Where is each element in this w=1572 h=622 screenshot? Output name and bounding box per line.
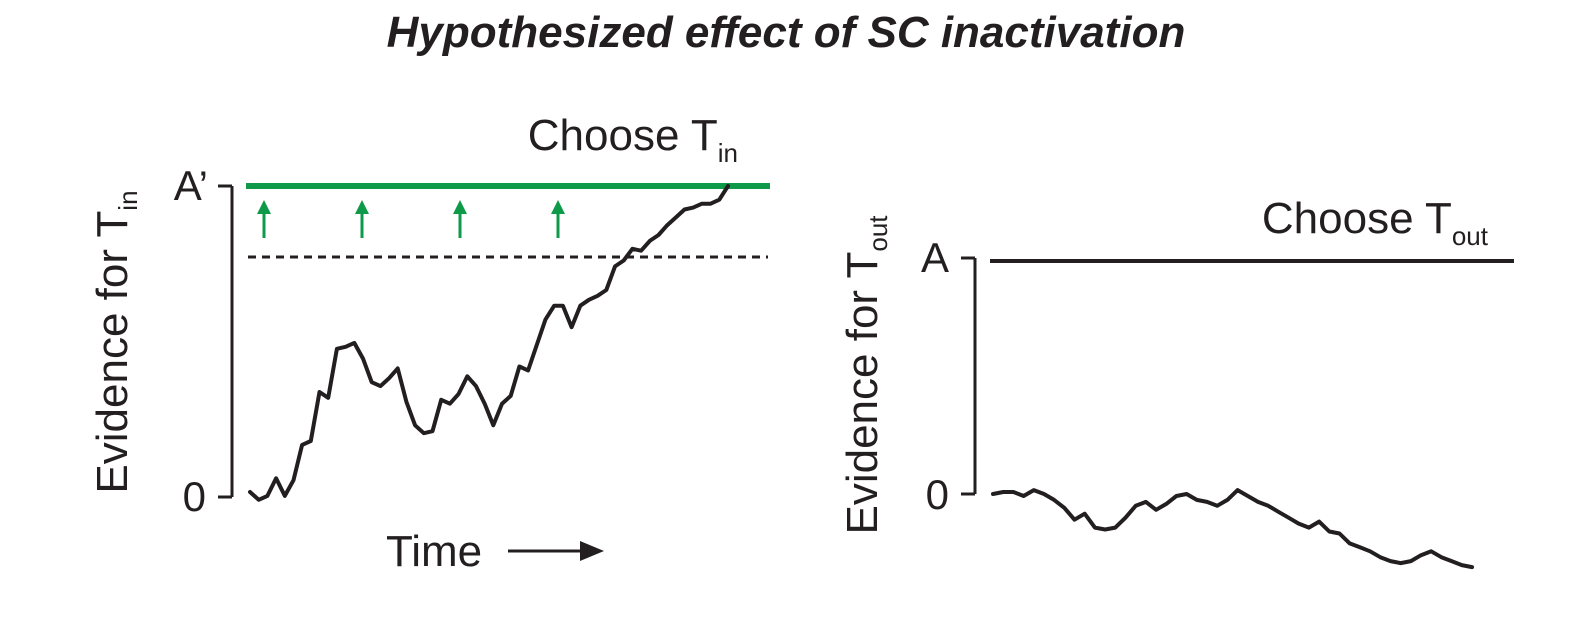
right-panel: Evidence for Tout A 0 Choose Tout bbox=[838, 194, 1514, 570]
right-y-axis-label-sub: out bbox=[863, 215, 893, 252]
left-bound-label-main: Choose T bbox=[528, 111, 718, 160]
left-tick-top-label: A’ bbox=[174, 162, 208, 209]
left-bound-label-sub: in bbox=[718, 138, 738, 168]
right-y-axis-label: Evidence for Tout bbox=[838, 215, 893, 535]
right-tick-top-label: A bbox=[921, 234, 949, 281]
left-tick-zero-label: 0 bbox=[183, 473, 206, 520]
right-bound-label-main: Choose T bbox=[1262, 194, 1452, 243]
figure-title: Hypothesized effect of SC inactivation bbox=[386, 8, 1186, 57]
left-bound-label: Choose Tin bbox=[528, 111, 738, 168]
bound-shift-arrows bbox=[257, 200, 565, 238]
right-tick-zero-label: 0 bbox=[926, 471, 949, 518]
right-y-axis-label-main: Evidence for T bbox=[838, 252, 887, 535]
right-evidence-trace bbox=[991, 488, 1474, 570]
left-evidence-trace bbox=[248, 184, 730, 502]
right-bound-label: Choose Tout bbox=[1262, 194, 1489, 251]
up-arrow-icon bbox=[453, 200, 467, 238]
left-y-axis-label-sub: in bbox=[113, 190, 143, 210]
left-y-axis-label-main: Evidence for T bbox=[88, 211, 137, 494]
x-axis-label-time: Time bbox=[386, 527, 482, 576]
up-arrow-icon bbox=[551, 200, 565, 238]
up-arrow-icon bbox=[257, 200, 271, 238]
left-panel: Evidence for Tin A’ 0 Choose Tin Time bbox=[88, 111, 770, 576]
up-arrow-icon bbox=[355, 200, 369, 238]
left-y-axis-label: Evidence for Tin bbox=[88, 190, 143, 493]
right-bound-label-sub: out bbox=[1452, 221, 1489, 251]
time-arrow-icon bbox=[508, 541, 604, 561]
